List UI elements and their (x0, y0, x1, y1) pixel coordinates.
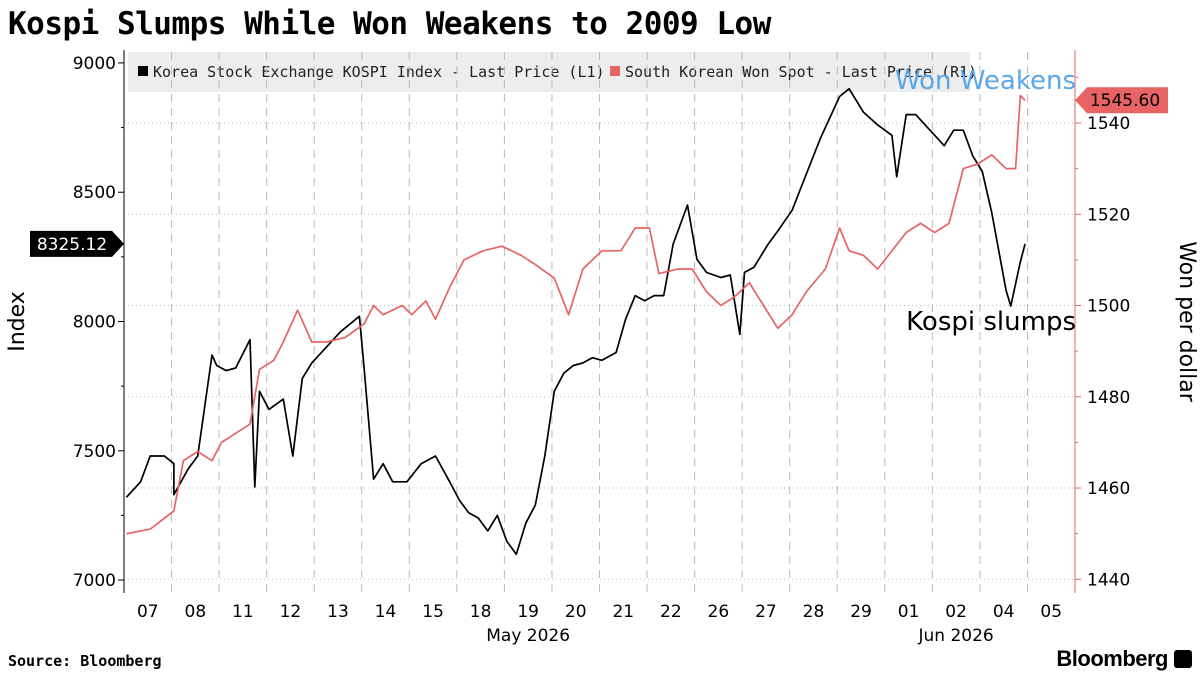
right-tick-label: 1460 (1087, 479, 1130, 499)
x-tick-label: 13 (327, 602, 349, 622)
legend-box (128, 52, 970, 92)
legend: Korea Stock Exchange KOSPI Index - Last … (128, 52, 977, 92)
x-tick-label: 29 (850, 602, 872, 622)
annotations: 8325.12 1545.60 Won Weakens Kospi slumps (30, 66, 1168, 337)
x-tick-label: 28 (803, 602, 825, 622)
won-last-value-tag (1075, 87, 1168, 114)
right-axis-label: Won per dollar (1174, 241, 1199, 403)
source-note: Source: Bloomberg (8, 652, 162, 670)
won-last-value-label: 1545.60 (1090, 91, 1160, 111)
left-tick-label: 8500 (73, 183, 116, 203)
x-tick-label: 20 (565, 602, 587, 622)
right-tick-label: 1440 (1087, 570, 1130, 590)
legend-label-kospi: Korea Stock Exchange KOSPI Index - Last … (153, 63, 605, 81)
brand-terminal-icon (1174, 650, 1192, 668)
x-tick-label: 18 (470, 602, 492, 622)
left-tick-label: 9000 (73, 54, 116, 74)
x-tick-label: 19 (517, 602, 539, 622)
x-tick-label: 26 (708, 602, 730, 622)
x-tick-label: 21 (612, 602, 634, 622)
kospi-line (125, 87, 1026, 556)
left-tick-label: 8000 (73, 313, 116, 333)
x-tick-label: 22 (660, 602, 682, 622)
left-tick-label: 7000 (73, 571, 116, 591)
won-weakens-annotation: Won Weakens (895, 66, 1076, 96)
x-tick-label: 02 (945, 602, 967, 622)
x-month-label: Jun 2026 (918, 626, 994, 646)
x-tick-label: 15 (422, 602, 444, 622)
kospi-last-value-tag (30, 230, 124, 257)
right-tick-label: 1520 (1087, 205, 1130, 225)
x-tick-label: 01 (898, 602, 920, 622)
legend-swatch-won (610, 66, 620, 76)
axes: 70007500800085009000Index144014601480150… (5, 50, 1199, 646)
x-month-label: May 2026 (486, 626, 570, 646)
left-axis-label: Index (5, 291, 30, 352)
legend-swatch-kospi (138, 66, 148, 76)
won-line (126, 94, 1026, 535)
kospi-slumps-annotation: Kospi slumps (906, 307, 1076, 337)
right-tick-label: 1480 (1087, 388, 1130, 408)
left-tick-label: 7500 (73, 442, 116, 462)
x-tick-label: 08 (185, 602, 207, 622)
chart-title: Kospi Slumps While Won Weakens to 2009 L… (8, 6, 771, 42)
x-tick-label: 11 (232, 602, 254, 622)
x-tick-label: 12 (280, 602, 302, 622)
x-tick-label: 27 (755, 602, 777, 622)
kospi-last-value-label: 8325.12 (37, 235, 107, 255)
gridlines (124, 52, 1075, 593)
brand-logo: Bloomberg (1056, 646, 1168, 671)
x-tick-label: 04 (993, 602, 1015, 622)
series-lines (125, 87, 1026, 556)
right-tick-label: 1500 (1087, 297, 1130, 317)
x-tick-label: 14 (375, 602, 397, 622)
right-tick-label: 1540 (1087, 114, 1130, 134)
x-tick-label: 07 (137, 602, 159, 622)
legend-label-won: South Korean Won Spot - Last Price (R1) (625, 63, 977, 81)
x-tick-label: 05 (1040, 602, 1062, 622)
